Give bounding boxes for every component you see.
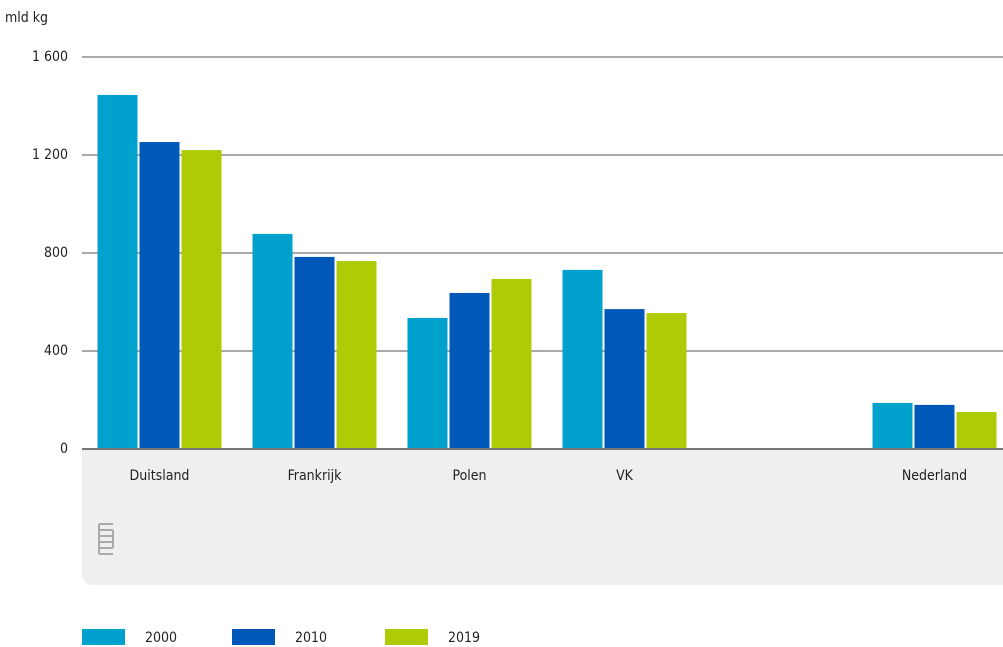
y-tick-label: 1 600 (32, 49, 68, 65)
bar (97, 94, 138, 449)
legend-swatch (82, 629, 125, 645)
bar (562, 269, 603, 449)
x-tick-label: Nederland (902, 468, 967, 484)
bar (872, 402, 913, 449)
logo (98, 523, 114, 555)
bar (604, 309, 645, 449)
bar (336, 261, 377, 449)
bar (914, 404, 955, 449)
legend-label: 2010 (295, 630, 327, 646)
axis-panel (82, 449, 1003, 585)
bar (646, 313, 687, 449)
x-tick-label: Polen (452, 468, 486, 484)
x-tick-label: VK (616, 468, 634, 484)
bar (449, 292, 490, 449)
legend-swatch (232, 629, 275, 645)
y-axis-label: mld kg (5, 10, 48, 26)
y-tick-label: 0 (60, 441, 68, 457)
x-tick-label: Frankrijk (288, 468, 343, 484)
y-tick-label: 1 200 (32, 147, 68, 163)
bar (956, 412, 997, 449)
bar (491, 278, 532, 449)
bar (294, 256, 335, 449)
y-tick-label: 800 (44, 245, 68, 261)
legend-label: 2019 (448, 630, 480, 646)
legend-swatch (385, 629, 428, 645)
x-tick-label: Duitsland (130, 468, 190, 484)
bar (407, 317, 448, 449)
bar (139, 142, 180, 449)
legend-label: 2000 (145, 630, 177, 646)
y-tick-label: 400 (44, 343, 68, 359)
bar (252, 233, 293, 449)
bar (181, 150, 222, 449)
